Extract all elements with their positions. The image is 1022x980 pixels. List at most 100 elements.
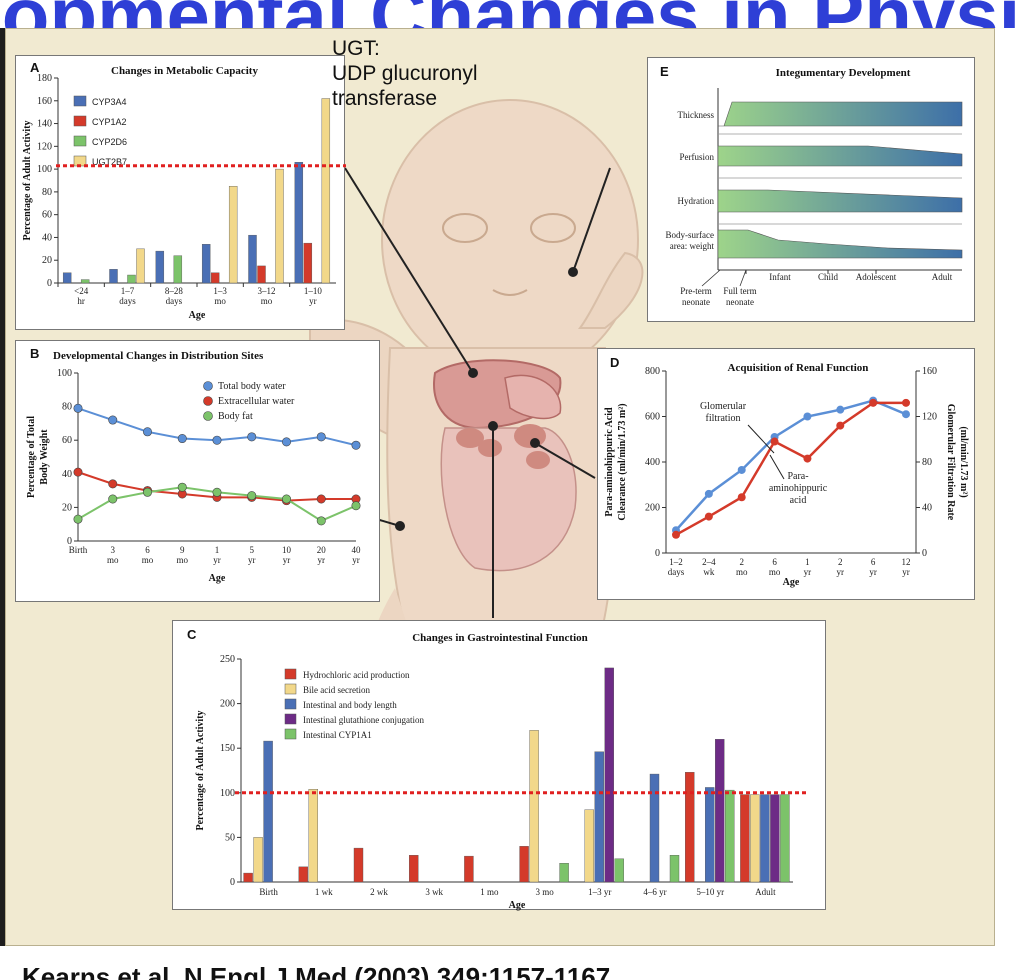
data-point	[281, 494, 291, 504]
x-tick-label: mo	[214, 296, 226, 306]
stage-label: Adult	[932, 272, 953, 282]
x-tick-label: 1	[805, 557, 810, 567]
x-tick-label: days	[668, 567, 685, 577]
ugt-annotation-line-1: UGT:	[332, 37, 380, 60]
bar-series-4	[614, 858, 624, 883]
ugt-annotation: UGT: UDP glucuronyl transferase	[332, 36, 478, 111]
bar-cyp2d6	[80, 279, 90, 284]
x-tick-label: Birth	[259, 887, 278, 897]
legend-swatch	[73, 115, 87, 127]
panel-letter: D	[610, 355, 619, 370]
x-tick-label: mo	[736, 567, 748, 577]
stage-label: Pre-term	[680, 286, 712, 296]
x-tick-label: 9	[180, 545, 185, 555]
x-tick-label: yr	[213, 555, 221, 565]
data-point	[869, 398, 878, 407]
x-tick-label: Adult	[755, 887, 776, 897]
legend-marker	[203, 411, 213, 421]
x-tick-label: mo	[261, 296, 273, 306]
y-tick-label: 20	[42, 255, 52, 266]
data-point	[108, 415, 118, 425]
bar-series-1	[750, 794, 760, 883]
legend-label: Intestinal glutathione conjugation	[303, 715, 424, 725]
annotation-pointer	[769, 454, 785, 480]
legend-swatch	[73, 135, 87, 147]
bar-series-1	[308, 789, 319, 883]
data-point	[902, 398, 910, 407]
bar-cyp1a2	[210, 272, 220, 284]
bar-cyp1a2	[303, 242, 313, 284]
panel-letter: A	[30, 60, 40, 75]
panel-c-chart: C Changes in Gastrointestinal Function 0 50…	[187, 627, 807, 911]
x-axis-label: Age	[783, 577, 800, 588]
panel-e-chart: E Integumentary Development Thickness Perfu…	[660, 64, 963, 307]
y-tick-label: 400	[645, 457, 660, 468]
perfusion-band	[717, 145, 963, 167]
y-tick-label: 100	[220, 788, 235, 799]
bar-cyp3a4	[155, 250, 165, 284]
bar-series-0	[519, 846, 529, 883]
stage-label: Adolescent	[856, 272, 897, 282]
panel-e-integumentary-development: E Integumentary Development Thickness Perfu…	[647, 57, 975, 322]
y-axis-label: Percentage of Total	[26, 416, 37, 498]
data-point	[704, 489, 713, 498]
bar-series-2	[649, 773, 660, 883]
x-axis-label: Age	[209, 573, 226, 584]
data-point	[177, 482, 187, 492]
y-right-tick-label: 120	[922, 412, 937, 423]
x-tick-label: 1–10	[304, 286, 323, 296]
curve-annotation: filtration	[706, 413, 741, 424]
x-tick-label: 6	[772, 557, 777, 567]
curve-annotation: aminohippuric	[769, 483, 828, 494]
legend-label: Body fat	[218, 411, 253, 422]
citation-text: Kearns et al. N Engl J Med (2003) 349:11…	[22, 962, 610, 980]
stage-label: Child	[818, 272, 839, 282]
legend-swatch	[284, 728, 297, 740]
x-tick-label: yr	[804, 567, 812, 577]
y-axis-label: Clearance (ml/min/1.73 m²)	[617, 403, 628, 520]
x-tick-label: 1 mo	[480, 887, 499, 897]
bar-series-4	[669, 855, 680, 883]
x-tick-label: yr	[309, 296, 317, 306]
bar-series-0	[464, 855, 474, 883]
data-point	[108, 479, 118, 489]
annotation-pointer	[747, 424, 775, 454]
y-tick-label: 60	[42, 210, 52, 221]
left-edge	[0, 28, 5, 946]
data-point	[803, 412, 812, 421]
legend-marker	[203, 396, 213, 406]
x-tick-label: mo	[142, 555, 154, 565]
x-tick-label: wk	[703, 567, 714, 577]
panel-d-renal-function: D Acquisition of Renal Function 0 200 400 600…	[597, 348, 975, 600]
y-tick-label: 40	[62, 469, 72, 480]
data-point	[351, 501, 361, 511]
chart-title: Integumentary Development	[776, 67, 911, 79]
y-tick-label: 250	[220, 654, 235, 665]
y-tick-label: 120	[37, 141, 52, 152]
x-tick-label: mo	[176, 555, 188, 565]
top-bar: Developmental Changes in Physiology	[0, 0, 1022, 28]
x-tick-label: 6	[145, 545, 150, 555]
legend-marker	[203, 381, 213, 391]
data-point	[73, 403, 83, 413]
x-tick-label: 2 wk	[370, 887, 388, 897]
bar-series-0	[408, 855, 419, 883]
y-axis-label: Body Weight	[39, 429, 50, 485]
panel-letter: C	[187, 627, 197, 642]
x-tick-label: 20	[317, 545, 327, 555]
bar-series-3	[604, 667, 614, 883]
panel-letter: E	[660, 64, 669, 79]
bar-series-3	[715, 739, 725, 883]
legend-label: CYP2D6	[92, 137, 127, 147]
data-point	[351, 440, 361, 450]
bar-cyp2d6	[173, 255, 183, 284]
bar-series-4	[559, 863, 569, 883]
row-label: Hydration	[678, 196, 715, 206]
data-point	[770, 437, 779, 446]
legend-swatch	[73, 95, 87, 107]
stage-label: neonate	[682, 297, 710, 307]
legend-label: Intestinal CYP1A1	[303, 730, 372, 740]
panel-c-gastrointestinal-function: C Changes in Gastrointestinal Function 0 50…	[172, 620, 826, 911]
ugt-annotation-line-3: transferase	[332, 87, 438, 110]
panel-b-distribution-sites: B Developmental Changes in Distribution S…	[15, 340, 380, 602]
